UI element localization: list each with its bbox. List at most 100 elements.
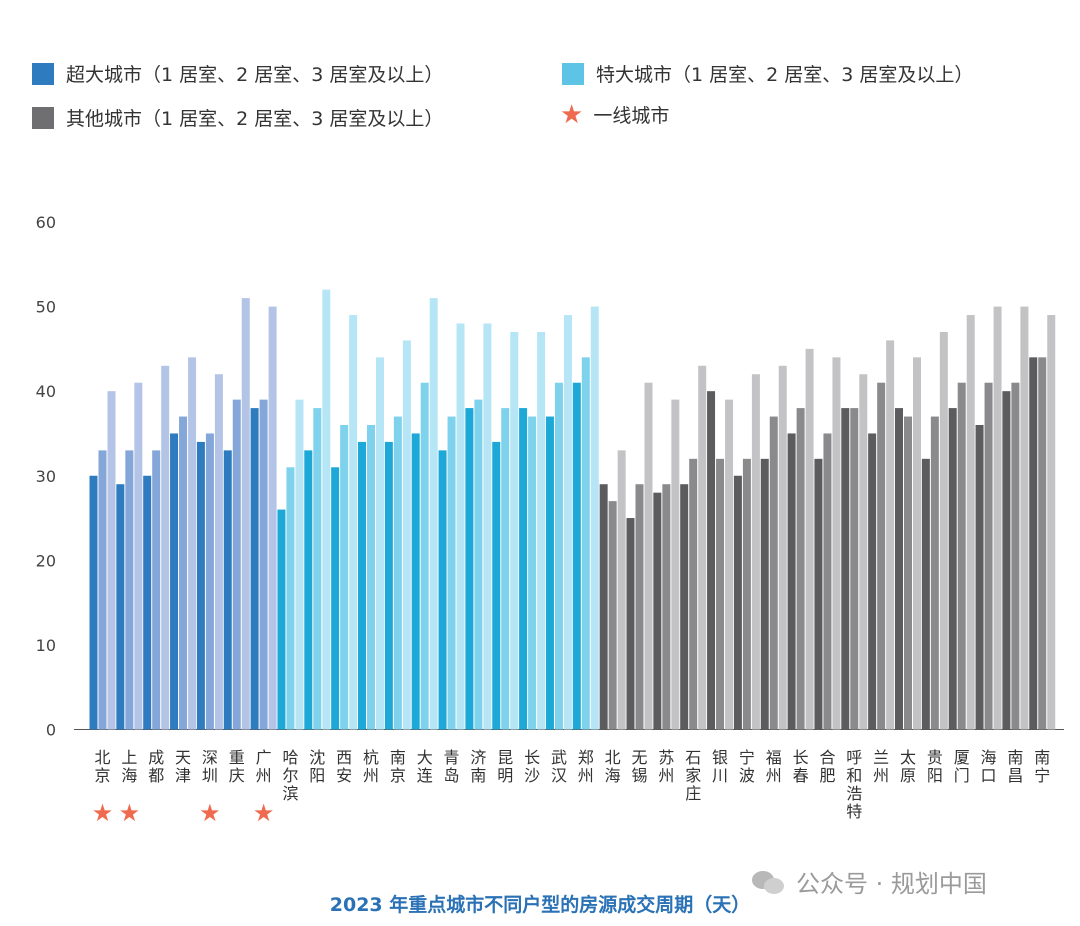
- bar-银川-2: [716, 458, 725, 730]
- x-tick-label: 无: [631, 748, 647, 767]
- bar-南京-3: [402, 340, 411, 730]
- bar-昆明-1: [492, 441, 501, 730]
- chart-title: 2023 年重点城市不同户型的房源成交周期（天）: [329, 894, 751, 916]
- x-tick-label: 肥: [819, 766, 835, 785]
- x-tick-label: 和: [846, 766, 862, 785]
- x-tick-label: 明: [497, 766, 513, 785]
- bar-宁波-1: [733, 475, 742, 730]
- bar-海口-3: [993, 306, 1002, 730]
- x-tick-label: 南: [1034, 748, 1050, 767]
- bar-济南-2: [474, 399, 483, 730]
- bar-西安-1: [331, 467, 340, 730]
- x-tick-label: 昌: [1007, 766, 1023, 785]
- bar-贵阳-3: [939, 331, 948, 730]
- x-tick-label: 汉: [551, 766, 567, 785]
- bar-昆明-3: [510, 331, 519, 730]
- x-tick-label: 济: [470, 748, 486, 767]
- x-tick-label: 州: [766, 766, 782, 785]
- bar-南宁-3: [1047, 315, 1056, 730]
- x-tick-label: 南: [1007, 748, 1023, 767]
- bar-贵阳-1: [921, 458, 930, 730]
- x-tick-label: 沙: [524, 766, 540, 785]
- x-tick-label: 海: [605, 766, 621, 785]
- x-tick-label: 京: [94, 766, 110, 785]
- bar-南京-1: [384, 441, 393, 730]
- x-tick-label: 天: [175, 748, 191, 767]
- wechat-icon: [752, 869, 786, 895]
- bar-广州-2: [259, 399, 268, 730]
- x-tick-label: 长: [524, 748, 540, 767]
- x-tick-label: 郑: [578, 748, 594, 767]
- bar-长春-2: [796, 408, 805, 730]
- bar-南昌-2: [1011, 382, 1020, 730]
- x-tick-label: 青: [444, 748, 460, 767]
- legend-label-other-city: 其他城市（1 居室、2 居室、3 居室及以上）: [66, 108, 444, 130]
- x-tick-label: 南: [470, 766, 486, 785]
- bar-天津-3: [188, 357, 197, 730]
- x-tick-label: 春: [793, 766, 809, 785]
- bar-上海-3: [134, 382, 143, 730]
- x-tick-label: 阳: [927, 766, 943, 785]
- bar-深圳-1: [196, 441, 205, 730]
- x-tick-label: 波: [739, 766, 755, 785]
- bar-福州-3: [778, 365, 787, 730]
- bar-济南-1: [465, 408, 474, 730]
- star-icon: ★: [119, 799, 141, 827]
- watermark: 公众号 · 规划中国: [752, 864, 987, 899]
- bar-福州-2: [769, 416, 778, 730]
- x-tick-label: 昆: [497, 748, 513, 767]
- x-tick-label: 连: [417, 766, 433, 785]
- bar-呼和浩特-1: [841, 408, 850, 730]
- x-tick-label: 庄: [685, 784, 701, 803]
- bar-大连-2: [420, 382, 429, 730]
- bar-哈尔滨-1: [277, 509, 286, 730]
- x-tick-label: 北: [94, 748, 110, 767]
- bar-厦门-2: [957, 382, 966, 730]
- bar-昆明-2: [501, 408, 510, 730]
- x-tick-label: 尔: [282, 766, 298, 785]
- y-tick-label: 50: [36, 298, 56, 317]
- y-tick-label: 30: [36, 467, 56, 486]
- bar-北海-1: [599, 484, 608, 730]
- bar-杭州-2: [367, 425, 375, 730]
- bar-长沙-3: [537, 331, 546, 730]
- bar-南京-2: [393, 416, 402, 730]
- legend-label-large-city: 特大城市（1 居室、2 居室、3 居室及以上）: [596, 64, 974, 86]
- legend-swatch-other-city: [32, 106, 54, 129]
- bar-大连-3: [429, 298, 438, 730]
- legend-item-tier1: ★ 一线城市: [560, 101, 669, 128]
- bar-海口-1: [975, 425, 984, 730]
- bar-沈阳-2: [313, 408, 322, 730]
- legend-item-large-city: 特大城市（1 居室、2 居室、3 居室及以上）: [562, 60, 973, 87]
- x-tick-label: 锡: [631, 766, 647, 785]
- x-tick-label: 兰: [873, 748, 889, 767]
- bar-兰州-1: [868, 433, 877, 730]
- bar-北海-3: [617, 450, 626, 730]
- x-tick-label: 海: [981, 748, 997, 767]
- bar-长春-3: [805, 348, 814, 730]
- x-tick-label: 福: [766, 748, 782, 767]
- bar-上海-1: [116, 484, 125, 730]
- bar-广州-1: [250, 408, 259, 730]
- bar-银川-1: [707, 391, 716, 730]
- x-tick-label: 海: [121, 766, 137, 785]
- bar-无锡-1: [626, 518, 635, 730]
- x-tick-label: 厦: [954, 748, 970, 767]
- bar-兰州-2: [877, 382, 886, 730]
- x-tick-label: 广: [256, 748, 272, 767]
- bar-海口-2: [984, 382, 993, 730]
- x-tick-label: 成: [148, 748, 164, 767]
- bar-重庆-2: [232, 399, 241, 730]
- x-tick-label: 杭: [363, 748, 379, 767]
- bar-太原-2: [904, 416, 912, 730]
- bar-青岛-2: [447, 416, 456, 730]
- x-tick-label: 贵: [927, 748, 943, 767]
- x-tick-label: 呼: [846, 748, 862, 767]
- x-tick-label: 州: [578, 766, 594, 785]
- x-tick-label: 岛: [444, 766, 460, 785]
- bar-苏州-1: [653, 492, 662, 730]
- x-tick-label: 深: [202, 748, 218, 767]
- bar-武汉-2: [554, 382, 563, 730]
- bar-北京-2: [98, 450, 107, 730]
- bar-南昌-1: [1002, 391, 1011, 730]
